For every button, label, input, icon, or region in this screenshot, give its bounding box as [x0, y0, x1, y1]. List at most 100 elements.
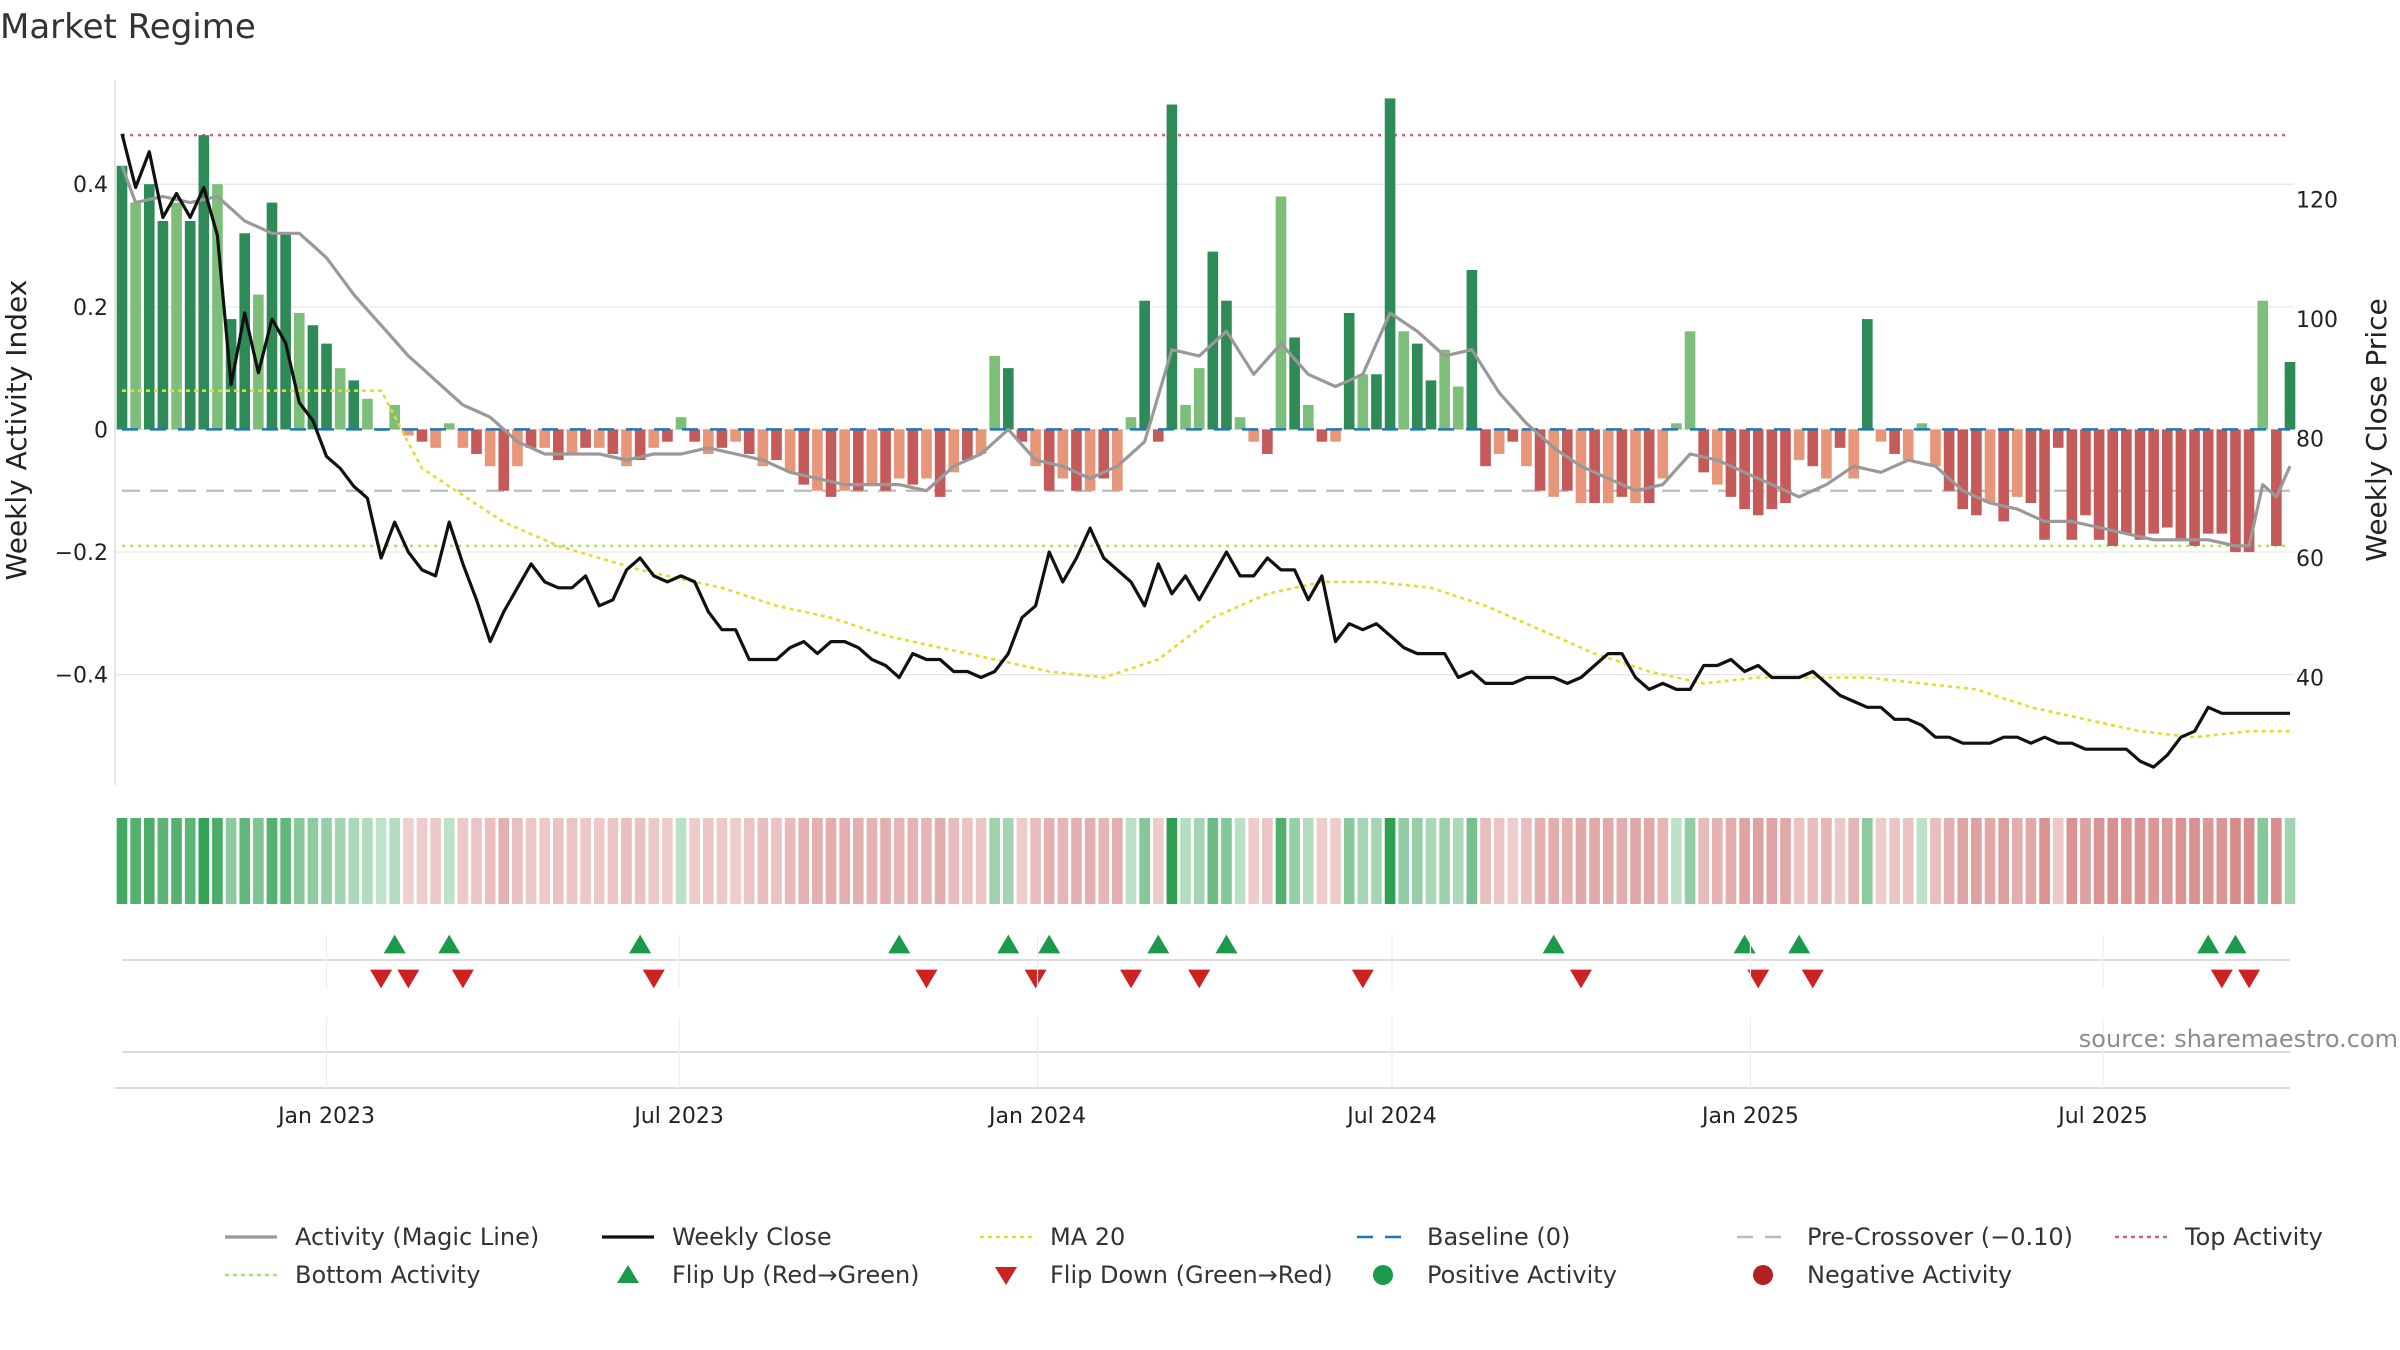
legend-label: Pre-Crossover (−0.10): [1807, 1223, 2073, 1251]
regime-strip-cell: [1180, 818, 1191, 904]
regime-strip-cell: [1357, 818, 1369, 904]
legend-label: Bottom Activity: [295, 1261, 480, 1289]
regime-strip-cell: [253, 818, 264, 904]
activity-bar: [1752, 429, 1764, 516]
legend-item: Negative Activity: [1753, 1261, 2012, 1289]
regime-strip-cell: [1916, 818, 1928, 904]
activity-bar: [580, 429, 591, 448]
regime-strip-cell: [1493, 818, 1505, 904]
legend-swatch: [617, 1265, 639, 1283]
activity-bar: [1507, 429, 1519, 442]
legend-label: Flip Down (Green→Red): [1050, 1261, 1333, 1289]
regime-strip-cell: [1016, 818, 1028, 904]
flip-down-marker: [451, 969, 474, 989]
activity-bar: [1630, 429, 1641, 503]
regime-strip-cell: [2243, 818, 2255, 904]
y-tick-label: 0: [94, 418, 108, 443]
legend-label: Top Activity: [2184, 1223, 2323, 1251]
activity-bar: [539, 429, 551, 448]
regime-strip-cell: [130, 818, 141, 904]
activity-bar: [1221, 300, 1232, 430]
regime-strip-cell: [812, 818, 823, 904]
flip-down-marker: [1801, 969, 1824, 989]
regime-strip-cell: [852, 818, 864, 904]
x-tick-label: Jan 2024: [987, 1104, 1086, 1129]
activity-bar: [989, 355, 1000, 430]
regime-strip-cell: [2121, 818, 2132, 904]
activity-bar: [852, 429, 864, 491]
activity-bar: [1984, 429, 1996, 503]
regime-strip-cell: [962, 818, 973, 904]
regime-strip-cell: [1139, 818, 1150, 904]
activity-bar: [1698, 429, 1710, 473]
regime-strip-cell: [1262, 818, 1273, 904]
regime-strip-cell: [1943, 818, 1955, 904]
flip-down-marker: [370, 969, 393, 989]
activity-bar: [1780, 429, 1791, 503]
regime-strip-cell: [389, 818, 401, 904]
activity-bar: [1957, 429, 1969, 510]
activity-bar: [743, 429, 755, 454]
activity-bar: [2107, 429, 2119, 546]
legend-label: Negative Activity: [1807, 1261, 2012, 1289]
activity-bar: [2202, 429, 2214, 534]
activity-bar: [443, 423, 455, 430]
activity-bar: [1589, 429, 1600, 503]
regime-strip-cell: [471, 818, 482, 904]
regime-strip-cell: [498, 818, 510, 904]
flip-down-marker: [2210, 969, 2233, 989]
activity-bar: [1193, 368, 1205, 430]
activity-bar: [716, 429, 728, 448]
regime-strip-cell: [334, 818, 346, 904]
activity-bar: [962, 429, 973, 461]
y-tick-label: 0.2: [73, 296, 108, 321]
regime-strip-cell: [1548, 818, 1560, 904]
regime-strip-cell: [1425, 818, 1437, 904]
activity-bar: [2080, 429, 2091, 516]
activity-bar: [1002, 368, 1014, 430]
activity-bar: [1425, 380, 1437, 430]
regime-strip-cell: [171, 818, 182, 904]
regime-strip-cell: [1971, 818, 1982, 904]
regime-strip-cell: [1562, 818, 1573, 904]
activity-bar: [1357, 374, 1369, 430]
activity-bar: [143, 184, 155, 430]
activity-bar: [825, 429, 837, 497]
activity-bar: [1616, 429, 1628, 497]
activity-bar: [2216, 429, 2228, 534]
activity-bar: [1152, 429, 1164, 442]
regime-strip-cell: [2257, 818, 2269, 904]
flip-down-marker: [2238, 969, 2261, 989]
activity-bar: [348, 380, 360, 430]
activity-bar: [130, 202, 141, 430]
activity-bar: [321, 343, 332, 430]
legend-item: Flip Down (Green→Red): [995, 1261, 1333, 1289]
activity-bar: [1480, 429, 1491, 467]
regime-strip-cell: [1221, 818, 1232, 904]
flip-up-marker: [2197, 934, 2220, 954]
regime-strip-cell: [1875, 818, 1887, 904]
regime-strip-cell: [198, 818, 210, 904]
regime-strip-cell: [825, 818, 837, 904]
legend-label: Activity (Magic Line): [295, 1223, 539, 1251]
regime-strip-cell: [1480, 818, 1491, 904]
regime-strip-cell: [1166, 818, 1178, 904]
activity-bar: [1452, 386, 1464, 430]
activity-bar: [1671, 423, 1682, 430]
regime-strip-cell: [116, 818, 128, 904]
legend-item: Positive Activity: [1373, 1261, 1617, 1289]
activity-bar: [934, 429, 946, 497]
activity-bar: [1521, 429, 1532, 467]
regime-strip-cell: [1848, 818, 1859, 904]
y2-tick-label: 40: [2296, 666, 2324, 691]
activity-bar: [1384, 98, 1396, 430]
regime-strip-cell: [2011, 818, 2023, 904]
flip-up-marker: [383, 934, 406, 954]
flip-up-marker: [438, 934, 461, 954]
activity-bar: [307, 325, 319, 430]
activity-bar: [2134, 429, 2146, 540]
regime-strip-cell: [689, 818, 700, 904]
activity-bar: [1112, 429, 1123, 491]
regime-strip-cell: [1112, 818, 1123, 904]
regime-strip-cell: [771, 818, 782, 904]
